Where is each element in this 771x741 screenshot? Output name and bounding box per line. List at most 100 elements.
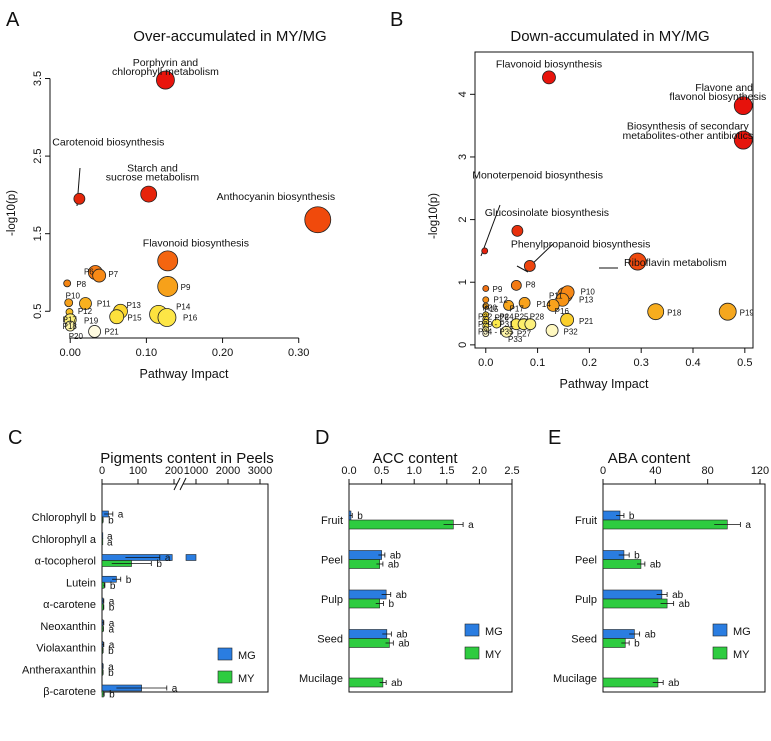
x-axis-title-A: Pathway Impact <box>140 367 229 381</box>
sig-letter-D-MG-1: ab <box>390 551 402 562</box>
x-tick-label-E-1: 40 <box>649 465 661 477</box>
legend-label-D-MY: MY <box>485 649 502 661</box>
bar-C-MG-2-extension <box>185 554 197 561</box>
sig-letter-C-MY-8: b <box>109 690 115 701</box>
sig-letter-C-MG-1: a <box>107 531 113 542</box>
x-tick-label-E-2: 80 <box>702 465 714 477</box>
legend-swatch-D-MG <box>464 623 480 637</box>
category-label-C-8: β-carotene <box>43 686 96 698</box>
scatter-point-B-15 <box>518 297 531 309</box>
scatter-point-B-17 <box>647 303 665 321</box>
point-label-A-1: chlorophyll metabolism <box>112 66 219 78</box>
y-tick-label-A-0: 0.5 <box>32 304 44 319</box>
bar-D-MY-3 <box>348 638 390 648</box>
bar-D-MG-2 <box>348 589 387 600</box>
category-label-E-1: Peel <box>575 555 597 567</box>
category-label-D-3: Seed <box>317 634 343 646</box>
scatter-point-A-7 <box>157 276 179 297</box>
plot-frame-D <box>348 483 513 693</box>
sig-letter-C-MY-2: b <box>156 559 162 570</box>
sig-letter-E-MG-1: b <box>634 551 640 562</box>
point-label-A-11: P10 <box>66 292 81 301</box>
x-tick-label-B-3: 0.3 <box>634 357 649 369</box>
panel-title-E: ABA content <box>608 450 691 467</box>
scatter-point-B-29 <box>524 318 537 331</box>
sig-letter-E-MY-2: ab <box>679 599 691 610</box>
scatter-point-A-2 <box>140 185 158 203</box>
y-tick-label-B-3: 3 <box>457 154 469 160</box>
sig-letter-C-MY-4: b <box>109 603 115 614</box>
category-label-C-1: Chlorophyll a <box>32 534 97 546</box>
point-label-A-0: Porphyrin and <box>133 57 199 69</box>
legend-swatch-C-MY <box>217 670 233 684</box>
y-tick-label-A-3: 3.5 <box>32 71 44 86</box>
bar-E-MY-4 <box>602 677 659 688</box>
y-tick-label-B-1: 1 <box>457 279 469 285</box>
panel-letter-C: C <box>8 427 22 449</box>
point-label-A-18: P17 <box>63 316 78 325</box>
sig-letter-D-MY-3: ab <box>398 639 410 650</box>
x-tick-label-C-3: 1000 <box>184 465 208 477</box>
bar-D-MG-3 <box>348 629 388 639</box>
bar-E-MY-0 <box>602 519 728 530</box>
annotation-line-B-0 <box>480 204 501 257</box>
point-label-B-16: P15 <box>484 305 499 314</box>
x-tick-label-A-0: 0.00 <box>60 347 81 359</box>
x-tick-label-B-4: 0.4 <box>685 357 700 369</box>
bar-E-MY-2 <box>602 598 668 609</box>
scatter-point-B-6 <box>628 252 647 271</box>
scatter-point-B-0 <box>542 70 556 85</box>
sig-letter-E-MY-4: ab <box>668 678 680 689</box>
panel-letter-A: A <box>6 9 20 31</box>
legend-label-C-MY: MY <box>238 673 255 685</box>
point-label-B-22: P21 <box>579 317 594 326</box>
scatter-point-B-30 <box>500 325 513 338</box>
x-tick-label-B-2: 0.2 <box>582 357 597 369</box>
panel-title-B: Down-accumulated in MY/MG <box>510 28 709 45</box>
category-label-C-0: Chlorophyll b <box>32 512 96 524</box>
sig-letter-E-MG-0: b <box>629 511 635 522</box>
point-label-B-28: P34 - P35 <box>478 327 514 336</box>
point-label-B-12: P10 <box>581 287 596 296</box>
point-label-A-17: P16 <box>183 313 198 322</box>
x-tick-label-D-0: 0.0 <box>341 465 356 477</box>
sig-letter-C-MY-0: b <box>108 516 114 527</box>
scatter-point-A-0 <box>156 70 175 90</box>
bar-D-MY-1 <box>348 559 380 569</box>
scatter-point-B-3 <box>481 247 489 255</box>
y-tick-label-B-2: 2 <box>457 217 469 223</box>
plot-frame-B <box>474 51 754 349</box>
plot-frame-E <box>602 483 766 693</box>
scatter-point-A-6 <box>92 268 107 283</box>
panel-title-C: Pigments content in Peels <box>100 450 273 467</box>
point-label-B-13: P11 <box>549 292 563 301</box>
point-label-B-31: P33 <box>508 335 523 344</box>
x-tick-label-C-2: 200 <box>165 465 183 477</box>
sig-letter-C-MG-0: a <box>118 510 124 521</box>
sig-letter-D-MG-0: b <box>357 511 363 522</box>
point-label-B-11: P12 <box>494 296 509 305</box>
scatter-point-B-14 <box>503 300 514 311</box>
sig-letter-D-MG-2: ab <box>396 590 408 601</box>
bar-E-MG-2 <box>602 589 663 600</box>
point-label-B-27: P29 - P31 <box>478 320 514 329</box>
point-label-B-2: flavonol biosynthesis <box>669 91 766 103</box>
category-label-D-2: Pulp <box>321 594 343 606</box>
point-label-B-0: Flavonoid biosynthesis <box>496 59 602 71</box>
scatter-point-A-15 <box>157 308 177 327</box>
x-tick-label-E-0: 0 <box>600 465 606 477</box>
annotation-line-B-1 <box>516 265 529 273</box>
y-tick-label-B-4: 4 <box>457 91 469 97</box>
scatter-point-A-9 <box>64 298 74 308</box>
point-label-B-9: P9 <box>493 285 503 294</box>
sig-letter-C-MG-6: a <box>109 640 115 651</box>
point-label-A-12: P11 <box>97 299 111 308</box>
point-label-A-16: P15 <box>127 313 142 322</box>
point-label-B-30: P32 <box>563 327 578 336</box>
x-tick-label-D-4: 2.0 <box>472 465 487 477</box>
scatter-point-A-3 <box>304 206 332 234</box>
scatter-point-B-16 <box>546 299 560 312</box>
point-label-B-15: P14 <box>537 300 552 309</box>
x-tick-label-D-2: 1.0 <box>407 465 422 477</box>
point-label-A-19: P19 <box>84 316 99 325</box>
